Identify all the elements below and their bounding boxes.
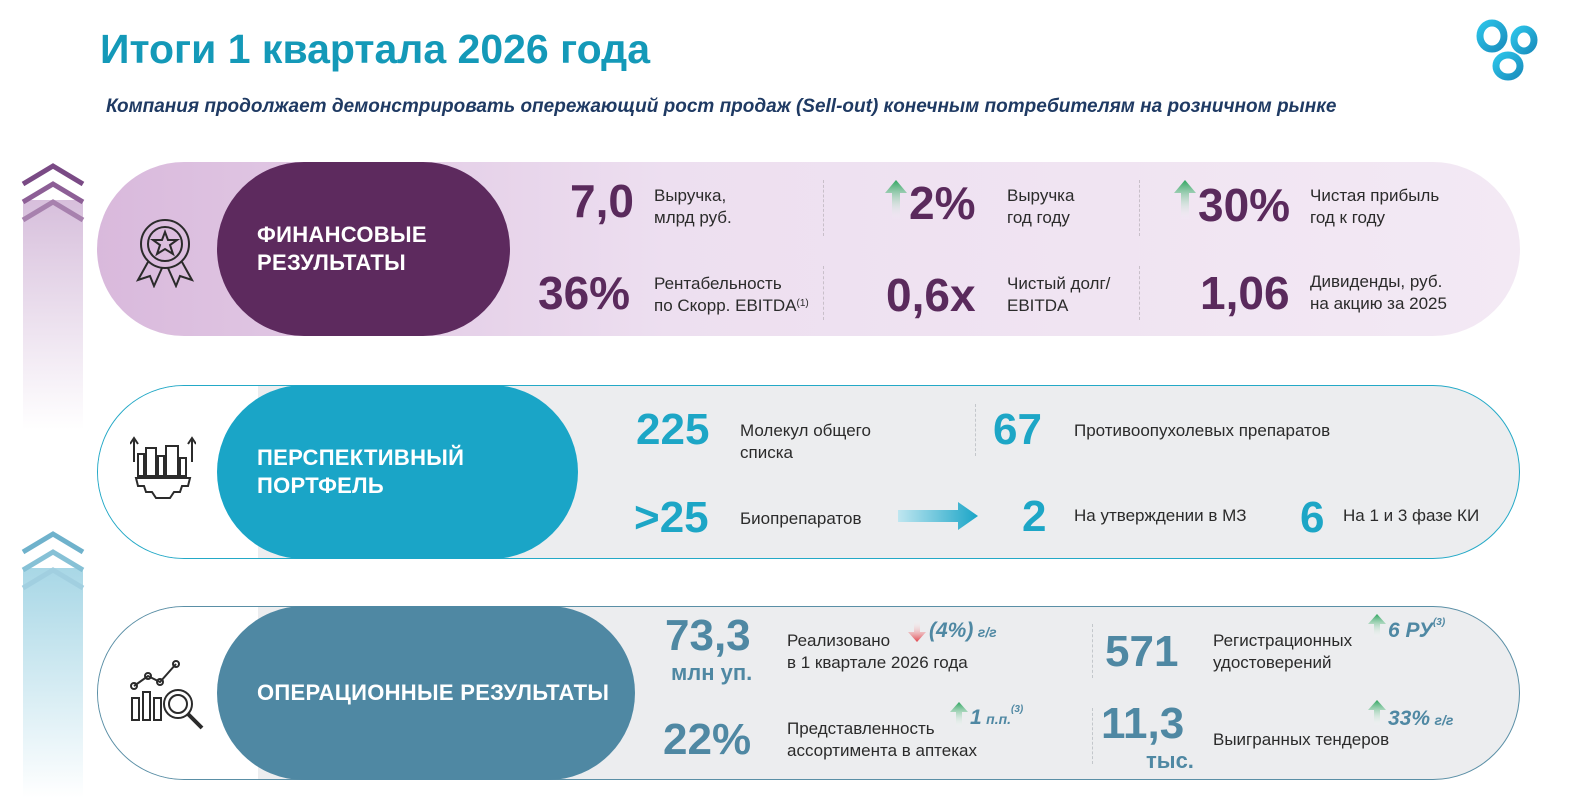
analytics-magnifier-icon [130,660,204,730]
chevron-up-decoration [21,163,85,430]
tenders-value: 11,3 [1101,699,1185,748]
financial-results-label: ФИНАНСОВЫЕ РЕЗУЛЬТАТЫ [257,222,427,275]
sold-delta: (4%) г/г [929,619,997,642]
sold-value: 73,3 [665,611,751,660]
registrations-label: Регистрационных удостоверений [1213,631,1353,672]
trials-value: 6 [1300,493,1325,542]
divider [1092,708,1094,764]
revenue-value: 7,0 [570,175,634,227]
arrow-up-icon [1368,700,1386,726]
presence-value: 22% [663,715,752,764]
footnote-marker: (1) [796,298,809,309]
operations-label: ОПЕРАЦИОННЫЕ РЕЗУЛЬТАТЫ [257,680,610,705]
molecules-label: Молекул общего списка [740,421,871,462]
ebitda-margin-value: 36% [538,267,631,319]
molecules-value: 225 [636,405,710,454]
award-medal-icon [135,219,195,288]
ebitda-margin-label: Рентабельность по Скорр. EBITDA(1) [654,274,809,315]
arrow-up-icon [1368,614,1386,638]
revenue-yoy-value: 2% [909,177,976,229]
financial-results-pill: ФИНАНСОВЫЕ РЕЗУЛЬТАТЫ [217,162,510,336]
sold-label: Реализовано в 1 квартале 2026 года [787,631,968,672]
tenders-label: Выигранных тендеров [1213,730,1390,749]
approval-value: 2 [1022,492,1047,541]
arrow-down-icon [908,620,926,642]
presence-delta: 1 п.п.(3) [970,704,1024,729]
divider [1092,624,1094,678]
arrow-up-icon [950,702,968,728]
portfolio-pill: ПЕРСПЕКТИВНЫЙ ПОРТФЕЛЬ [217,385,578,559]
divider [823,266,825,320]
biologics-label: Биопрепаратов [740,509,862,528]
revenue-label: Выручка, млрд руб. [654,186,732,227]
oncology-label: Противоопухолевых препаратов [1074,421,1331,440]
tenders-delta: 33% г/г [1388,707,1454,730]
operations-pill: ОПЕРАЦИОННЫЕ РЕЗУЛЬТАТЫ [217,606,635,780]
arrow-up-icon [1174,180,1196,220]
oncology-value: 67 [993,405,1042,454]
arrow-up-icon [885,180,907,220]
divider [1139,180,1141,236]
divider [1139,266,1141,320]
net-profit-label: Чистая прибыль год к году [1310,186,1440,227]
portfolio-label: ПЕРСПЕКТИВНЫЙ ПОРТФЕЛЬ [257,445,465,498]
sold-unit: млн уп. [671,660,753,685]
divider [975,404,977,456]
dividend-label: Дивиденды, руб. на акцию за 2025 [1310,272,1447,313]
dividend-value: 1,06 [1200,267,1290,319]
revenue-yoy-label: Выручка год году [1007,186,1075,227]
registrations-delta: 6 РУ(3) [1388,617,1446,642]
chevron-up-decoration [21,531,85,798]
biologics-value: >25 [634,493,709,542]
page-title: Итоги 1 квартала 2026 года [100,26,650,72]
approval-label: На утверждении в МЗ [1074,506,1247,525]
tenders-unit: тыс. [1146,748,1194,773]
factory-gear-icon [130,436,196,499]
registrations-value: 571 [1105,627,1179,676]
company-logo [1476,19,1538,81]
net-profit-value: 30% [1198,179,1291,231]
divider [823,180,825,236]
trials-label: На 1 и 3 фазе КИ [1343,506,1480,525]
net-debt-value: 0,6x [886,269,976,321]
arrow-right-icon [898,502,978,530]
net-debt-label: Чистый долг/ EBITDA [1007,274,1111,315]
presence-label: Представленность ассортимента в аптеках [787,719,977,760]
page-subtitle: Компания продолжает демонстрировать опер… [106,96,1337,117]
